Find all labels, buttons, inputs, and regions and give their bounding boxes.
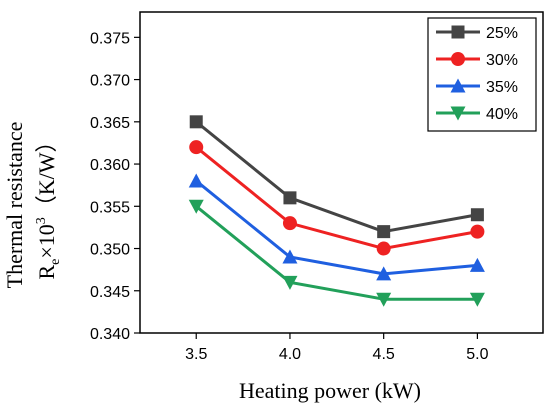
series-40pct: [188, 199, 485, 307]
y-axis-title-subscript: e: [48, 259, 63, 265]
x-tick-label: 4.0: [279, 346, 301, 363]
data-point: [188, 173, 204, 188]
legend-marker: [450, 106, 466, 121]
legend-label: 30%: [486, 52, 518, 69]
plot-frame: [139, 11, 544, 334]
legend-item: 35%: [436, 78, 518, 96]
x-tick-label: 3.5: [185, 346, 207, 363]
series-35pct: [188, 173, 485, 281]
legend-marker: [450, 78, 466, 93]
y-axis-title-line1: Thermal resistance: [2, 122, 27, 289]
data-point: [469, 257, 485, 272]
data-point: [470, 208, 484, 222]
legend-label: 35%: [486, 79, 518, 96]
legend: 25% 30% 35% 40%: [427, 17, 537, 132]
y-tick-label: 0.365: [90, 115, 130, 132]
data-point: [376, 241, 391, 256]
x-tick-label: 5.0: [466, 346, 488, 363]
legend-marker: [451, 25, 465, 39]
y-tick-label: 0.350: [90, 242, 130, 259]
data-point: [283, 191, 297, 205]
y-tick-label: 0.340: [90, 326, 130, 343]
data-point: [376, 266, 392, 281]
series-line: [195, 179, 478, 276]
y-axis-ticks: 0.340 0.345 0.350 0.355 0.360 0.365 0.370 0.375: [90, 30, 140, 343]
data-point: [189, 140, 204, 155]
data-point: [282, 275, 298, 290]
y-tick-label: 0.355: [90, 199, 130, 216]
x-tick-label: 4.5: [373, 346, 395, 363]
data-point: [376, 292, 392, 307]
data-point: [189, 115, 203, 129]
y-tick-label: 0.375: [90, 30, 130, 47]
plot-area-border: [139, 11, 544, 334]
legend-item: 25%: [436, 25, 518, 42]
y-tick-label: 0.345: [90, 284, 130, 301]
data-point: [470, 224, 485, 239]
legend-label: 40%: [486, 106, 518, 123]
y-axis-title-times: ×10: [34, 224, 59, 258]
data-point: [188, 199, 204, 214]
series-30pct: [189, 140, 485, 256]
y-axis-title-unit: （K/W）: [34, 130, 59, 217]
legend-item: 40%: [436, 106, 518, 123]
y-axis-title-base: R: [34, 265, 59, 280]
data-point: [282, 216, 297, 231]
series-line: [195, 120, 478, 234]
x-axis-ticks: 3.5 4.0 4.5 5.0: [185, 333, 489, 363]
series-line: [195, 205, 478, 301]
data-point: [377, 225, 391, 239]
legend-marker: [451, 52, 465, 66]
y-axis-title: Thermal resistance Re×103（K/W）: [2, 122, 63, 289]
y-axis-title-superscript: 3: [34, 217, 49, 224]
legend-item: 30%: [436, 52, 518, 69]
y-axis-title-line2: Re×103（K/W）: [34, 130, 63, 279]
y-tick-label: 0.370: [90, 73, 130, 90]
y-tick-label: 0.360: [90, 157, 130, 174]
series-line: [195, 145, 478, 251]
series-layer: [188, 115, 485, 307]
data-point: [282, 249, 298, 264]
data-point: [469, 292, 485, 307]
series-25pct: [189, 115, 484, 239]
legend-label: 25%: [486, 25, 518, 42]
x-axis-title: Heating power (kW): [239, 378, 421, 403]
